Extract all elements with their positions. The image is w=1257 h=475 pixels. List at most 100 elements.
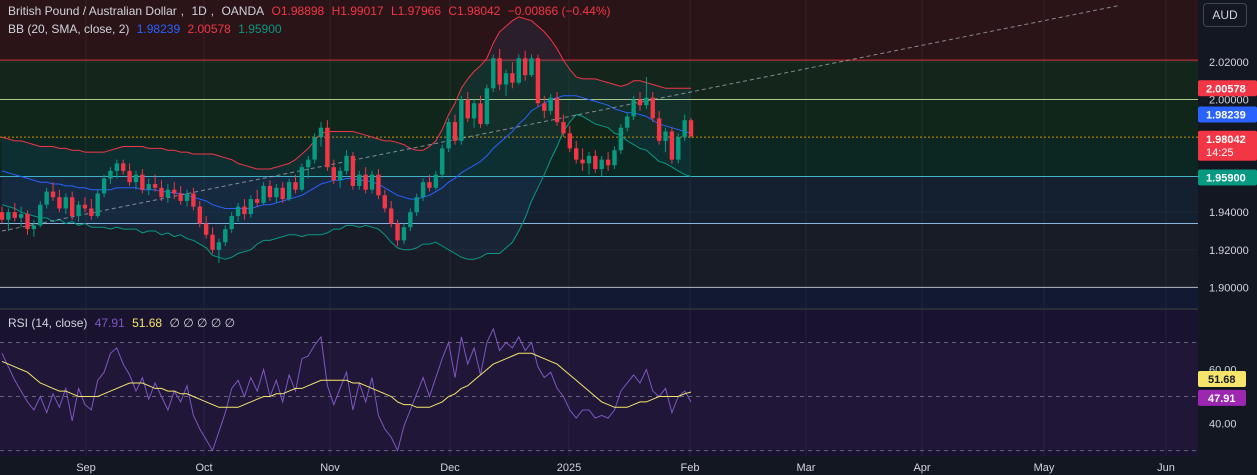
candle-38	[242, 199, 247, 220]
candle-body	[586, 155, 592, 164]
candle-21	[133, 170, 139, 190]
candle-39	[248, 195, 254, 218]
candle-body	[382, 195, 387, 209]
candle-body	[325, 127, 330, 168]
candle-97	[618, 123, 624, 154]
candle-body	[344, 155, 349, 171]
candle-96	[612, 146, 617, 170]
candle-40	[255, 189, 260, 207]
candles[interactable]	[0, 48, 694, 263]
time-axis-background	[0, 457, 1257, 475]
ohlc-close: C1.98042	[448, 4, 501, 18]
candle-6	[38, 200, 43, 228]
candle-33	[210, 227, 215, 254]
candle-62	[395, 219, 400, 247]
currency-button[interactable]: AUD	[1203, 3, 1247, 27]
candle-16	[101, 174, 107, 198]
candle-body	[650, 97, 655, 119]
time-axis[interactable]: Sep Oct Nov Dec 2025 Feb Mar Apr May Jun	[0, 457, 1257, 475]
candle-28	[178, 185, 183, 205]
symbol-timeframe: 1D	[191, 4, 207, 18]
candle-60	[382, 189, 387, 213]
rsi-ma-tag-bg	[1198, 370, 1246, 387]
candle-11	[69, 191, 75, 220]
candle-body	[452, 122, 458, 141]
x-tick-label: Nov	[320, 462, 340, 474]
chart-background	[0, 0, 1257, 456]
candle-2	[12, 202, 17, 222]
candle-10	[63, 193, 68, 215]
candle-3	[18, 206, 24, 228]
zone-5	[0, 223, 1198, 288]
rsi-legend[interactable]: RSI (14, close) 47.91 51.68 ∅ ∅ ∅ ∅ ∅	[8, 316, 239, 330]
x-tick-label: 2025	[557, 462, 581, 474]
bb-label: BB (20, SMA, close, 2)	[8, 22, 130, 36]
candle-body	[121, 163, 126, 171]
candle-73	[465, 92, 470, 123]
rsi-ma-value: 51.68	[132, 316, 163, 330]
candle-14	[89, 199, 94, 220]
candle-68	[433, 170, 439, 190]
lower-band-tag: 1.95900	[1206, 172, 1246, 184]
bb-upper-value: 2.00578	[187, 22, 231, 36]
candle-98	[625, 112, 630, 132]
candle-body	[331, 167, 336, 181]
y-tick-label: 2.00000	[1209, 95, 1249, 107]
candle-83	[529, 54, 534, 77]
candle-72	[459, 95, 464, 145]
rsi-ma-tag: 51.68	[1208, 374, 1236, 386]
candle-body	[6, 212, 11, 220]
rsi-panel[interactable]	[0, 327, 1198, 453]
candle-body	[548, 97, 553, 111]
candle-18	[114, 159, 120, 179]
x-tick-label: Jun	[1157, 462, 1175, 474]
candle-body	[50, 191, 56, 198]
candle-body	[12, 212, 17, 218]
candle-body	[101, 178, 107, 194]
candle-body	[510, 73, 515, 83]
bb-legend[interactable]: BB (20, SMA, close, 2) 1.98239 2.00578 1…	[8, 22, 286, 36]
candle-body	[299, 167, 305, 190]
y-tick-label: 1.92000	[1209, 245, 1249, 257]
candle-body	[82, 204, 88, 209]
candle-77	[491, 54, 496, 93]
candle-95	[605, 152, 611, 171]
candle-body	[223, 229, 228, 243]
bb-lower-value: 1.95900	[238, 22, 282, 36]
candle-body	[108, 170, 113, 179]
zone-6	[0, 287, 1198, 308]
symbol-name: British Pound / Australian Dollar	[8, 4, 177, 18]
upper-band-tag: 2.00578	[1206, 83, 1246, 95]
x-tick-label: Sep	[76, 462, 96, 474]
candle-body	[172, 189, 177, 194]
candle-75	[478, 95, 483, 128]
candle-35	[223, 225, 228, 247]
candle-body	[420, 182, 426, 198]
bb-basis-line	[1, 95, 692, 209]
candle-body	[542, 103, 547, 111]
candle-body	[57, 197, 62, 209]
candle-4	[25, 210, 30, 235]
candle-body	[357, 174, 362, 186]
symbol-legend[interactable]: British Pound / Australian Dollar, 1D, O…	[8, 4, 611, 18]
price-axis[interactable]: 1.90000 1.92000 1.94000 2.00000 2.02000 2.005…	[1198, 0, 1257, 475]
candle-body	[529, 58, 534, 76]
candle-body	[580, 159, 585, 164]
candle-body	[459, 99, 464, 141]
candle-body	[63, 197, 68, 209]
candle-94	[599, 155, 604, 177]
candle-25	[159, 180, 164, 201]
candle-body	[625, 116, 630, 128]
candle-13	[82, 197, 88, 213]
candle-70	[446, 118, 451, 153]
candle-body	[465, 99, 470, 119]
candle-78	[497, 48, 502, 91]
candle-81	[516, 54, 521, 85]
candle-29	[184, 189, 190, 207]
candle-body	[414, 197, 419, 213]
candle-body	[574, 148, 579, 160]
candle-body	[114, 163, 120, 171]
candle-47	[299, 163, 305, 192]
rsi-tag: 47.91	[1208, 393, 1236, 405]
